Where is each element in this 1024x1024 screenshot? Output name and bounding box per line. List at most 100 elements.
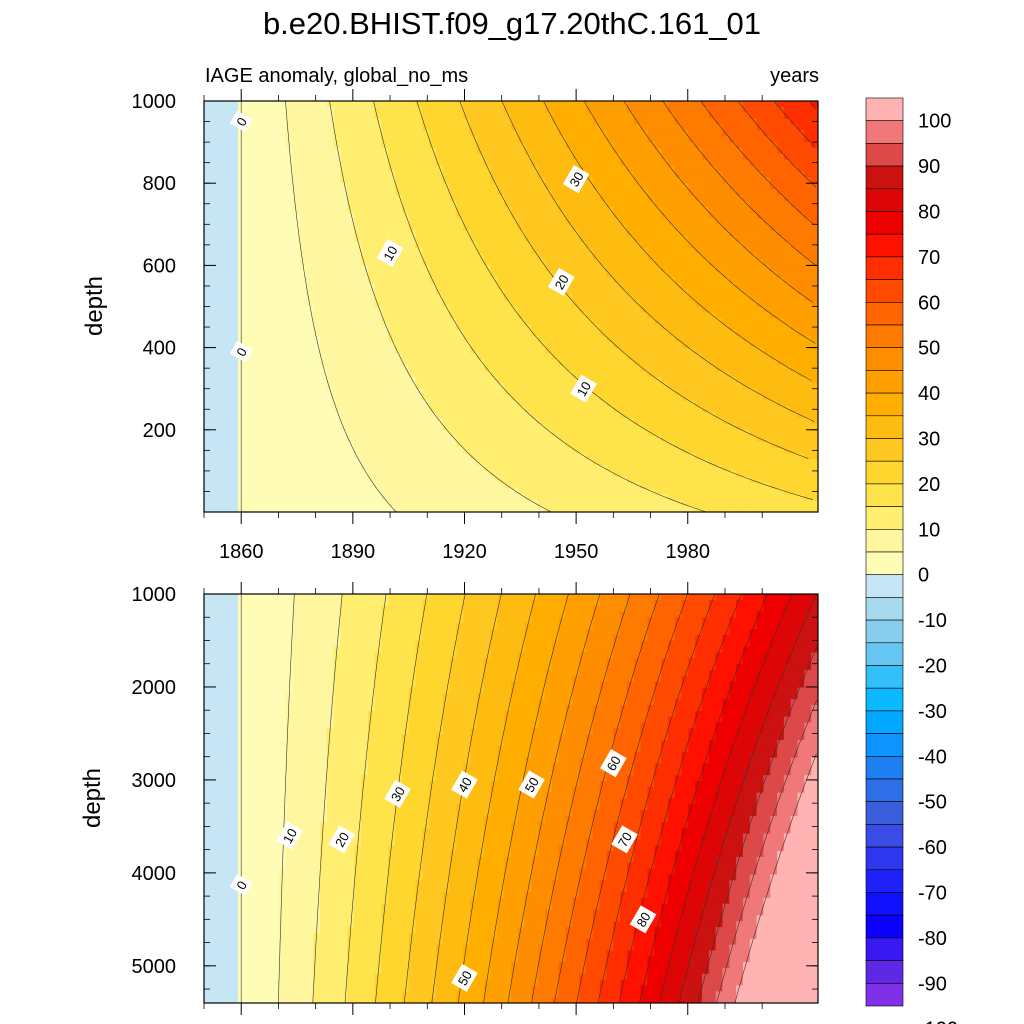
- contour-cell: [319, 494, 328, 501]
- contour-cell: [674, 482, 683, 490]
- contour-cell: [210, 394, 219, 402]
- contour-cell: [661, 324, 669, 331]
- contour-cell: [449, 277, 458, 284]
- contour-cell: [408, 283, 417, 290]
- contour-cell: [640, 376, 649, 384]
- contour-cell: [408, 371, 417, 378]
- contour-cell: [456, 318, 464, 325]
- contour-cell: [654, 288, 662, 296]
- contour-cell: [299, 136, 307, 143]
- contour-cell: [279, 353, 287, 360]
- contour-cell: [606, 371, 614, 378]
- contour-cell: [415, 476, 423, 484]
- contour-cell: [490, 470, 498, 478]
- contour-cell: [579, 324, 587, 331]
- contour-cell: [435, 142, 444, 149]
- contour-cell: [204, 429, 212, 437]
- contour-cell: [204, 441, 212, 449]
- contour-cell: [285, 506, 294, 512]
- contour-cell: [442, 112, 451, 120]
- contour-cell: [463, 482, 471, 490]
- contour-cell: [558, 494, 567, 501]
- contour-cell: [674, 329, 683, 337]
- contour-cell: [306, 294, 314, 302]
- contour-cell: [408, 224, 417, 231]
- contour-cell: [667, 494, 676, 501]
- contour-cell: [231, 406, 239, 413]
- contour-cell: [333, 324, 342, 331]
- contour-cell: [326, 241, 335, 249]
- contour-cell: [204, 288, 212, 296]
- contour-cell: [620, 247, 628, 255]
- contour-cell: [483, 459, 492, 466]
- contour-cell: [681, 306, 689, 313]
- contour-cell: [354, 112, 362, 120]
- contour-cell: [633, 470, 642, 478]
- contour-cell: [292, 459, 301, 466]
- contour-cell: [217, 189, 226, 196]
- contour-cell: [210, 406, 219, 413]
- contour-cell: [299, 247, 307, 255]
- contour-cell: [681, 101, 689, 108]
- contour-cell: [258, 447, 266, 454]
- contour-cell: [633, 306, 642, 313]
- contour-cell: [367, 465, 376, 472]
- contour-cell: [435, 429, 444, 437]
- contour-cell: [613, 476, 621, 484]
- contour-cell: [531, 283, 539, 290]
- contour-cell: [306, 465, 314, 472]
- contour-cell: [299, 300, 307, 308]
- contour-cell: [306, 423, 314, 431]
- contour-cell: [313, 394, 321, 402]
- contour-cell: [395, 236, 403, 243]
- contour-cell: [674, 265, 683, 272]
- contour-cell: [538, 453, 546, 460]
- contour-cell: [470, 423, 478, 431]
- contour-cell: [367, 506, 376, 512]
- contour-cell: [599, 206, 608, 214]
- contour-cell: [224, 283, 232, 290]
- contour-cell: [524, 112, 533, 120]
- contour-cell: [285, 130, 294, 137]
- contour-cell: [517, 347, 526, 355]
- contour-cell: [654, 312, 662, 319]
- contour-cell: [367, 130, 376, 137]
- contour-cell: [279, 376, 287, 384]
- contour-cell: [272, 265, 280, 272]
- contour-cell: [551, 206, 560, 214]
- contour-cell: [504, 300, 512, 308]
- contour-cell: [504, 435, 512, 443]
- contour-cell: [470, 136, 478, 143]
- contour-cell: [558, 136, 567, 143]
- contour-cell: [388, 423, 396, 431]
- contour-cell: [272, 147, 280, 155]
- contour-cell: [217, 136, 226, 143]
- contour-cell: [435, 165, 444, 173]
- contour-cell: [592, 470, 601, 478]
- contour-cell: [470, 482, 478, 490]
- contour-cell: [654, 359, 662, 366]
- contour-cell: [620, 476, 628, 484]
- contour-cell: [395, 183, 403, 190]
- contour-cell: [572, 147, 580, 155]
- contour-cell: [354, 189, 362, 196]
- contour-cell: [681, 189, 689, 196]
- contour-cell: [517, 459, 526, 466]
- contour-cell: [326, 453, 335, 460]
- contour-cell: [251, 365, 260, 372]
- contour-cell: [333, 147, 342, 155]
- contour-cell: [285, 482, 294, 490]
- contour-cell: [524, 136, 533, 143]
- contour-cell: [210, 318, 219, 325]
- contour-cell: [272, 112, 280, 120]
- contour-cell: [210, 488, 219, 495]
- contour-cell: [511, 236, 519, 243]
- contour-cell: [231, 482, 239, 490]
- contour-cell: [592, 423, 601, 431]
- contour-cell: [463, 335, 471, 343]
- contour-cell: [497, 429, 505, 437]
- contour-cell: [531, 288, 539, 296]
- contour-cell: [429, 294, 437, 302]
- contour-cell: [667, 147, 676, 155]
- contour-cell: [633, 406, 642, 413]
